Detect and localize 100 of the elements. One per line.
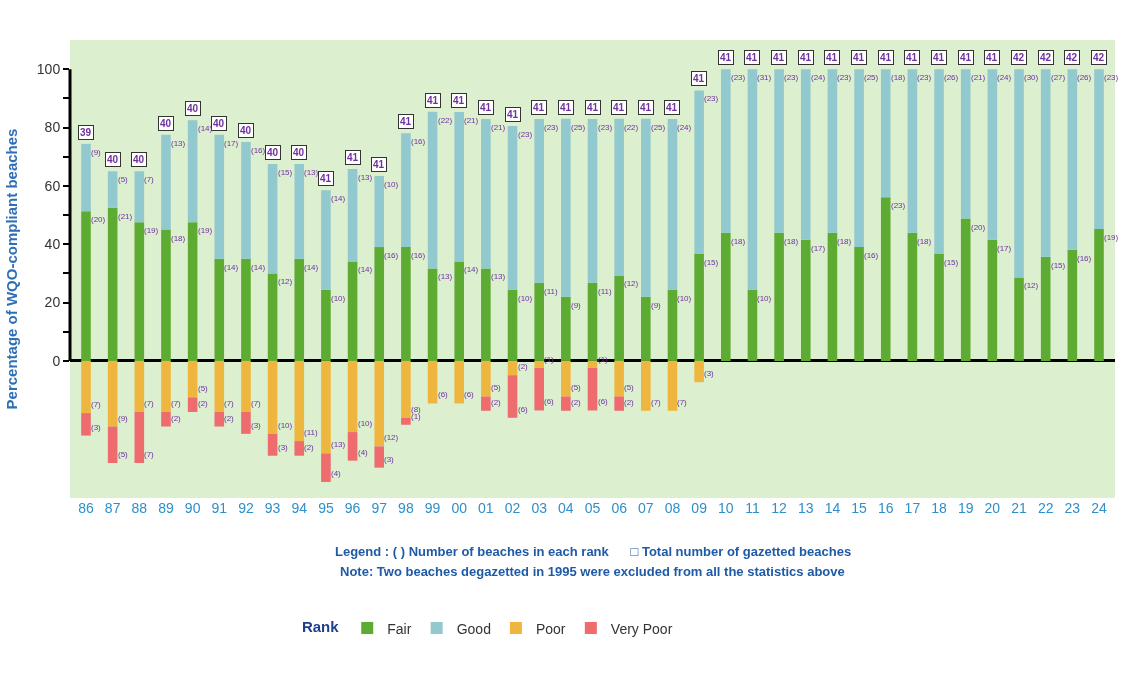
annotation: 41 [400,116,412,127]
y-axis-title: Percentage of WQO-compliant beaches [3,128,21,410]
annotation: 42 [1040,52,1052,63]
annotation: 41 [800,52,812,63]
annotation: (23) [518,130,533,139]
annotation: (12) [624,279,639,288]
bar [1067,249,1078,361]
annotation: (13) [491,272,506,281]
bar [827,232,838,361]
annotation: (13) [438,272,453,281]
x-tick-label: 02 [504,500,521,516]
bar [374,360,385,447]
y-tick-label: 40 [44,236,61,253]
bar [507,360,518,376]
annotation: (6) [518,405,529,414]
bar [107,426,118,463]
annotation: (19) [1104,233,1119,242]
x-tick-label: 16 [877,500,894,516]
x-tick-label: 14 [824,500,841,516]
annotation: (10) [757,294,772,303]
bar [347,432,358,461]
bar [587,367,598,411]
annotation: (2) [491,398,502,407]
annotation: 41 [373,159,385,170]
annotation: (11) [598,287,612,296]
bar [481,119,491,269]
annotation: (25) [864,73,879,82]
bar [561,118,571,297]
bar [294,441,305,456]
annotation: (18) [784,237,799,246]
annotation: (17) [997,244,1012,253]
y-tick-label: 0 [52,352,61,369]
bar [321,360,331,454]
bar [907,232,918,361]
annotation: (2) [304,443,315,452]
y-tick-label: 20 [44,294,61,311]
annotation: (5) [118,450,129,459]
annotation: 41 [640,102,652,113]
annotation: 41 [507,109,519,120]
bar [800,69,811,240]
x-tick-label: 00 [451,500,468,516]
legend-label: Fair [387,620,412,637]
annotation: 41 [453,95,465,106]
annotation: 40 [133,154,145,165]
x-tick-label: 13 [797,500,814,516]
x-tick-label: 92 [238,500,254,516]
text: Legend : ( ) Number of beaches in each rank □ Total number of gazetted beaches [335,544,852,559]
bar [667,360,678,411]
bar [321,453,331,482]
x-tick-label: 21 [1011,500,1028,516]
bar [641,296,651,361]
annotation: (10) [331,294,346,303]
annotation: (16) [251,146,266,155]
x-tick-label: 07 [638,500,654,516]
annotation: 41 [986,52,998,63]
bar [454,360,465,404]
bar [561,296,571,361]
annotation: (13) [304,168,319,177]
bar [161,360,171,412]
bar [667,119,678,290]
annotation: (23) [837,73,852,82]
annotation: (16) [411,137,426,146]
annotation: 41 [347,152,359,163]
annotation: (6) [438,390,449,399]
legend-label: Very Poor [610,620,673,637]
annotation: (14) [251,263,266,272]
annotation: 41 [880,52,892,63]
x-tick-label: 90 [184,500,201,516]
bar [614,118,624,276]
bar [187,120,198,223]
bar [81,413,91,436]
annotation: (7) [144,175,155,184]
annotation: 41 [826,52,838,63]
annotation: (24) [677,123,692,132]
annotation: (9) [91,148,102,157]
annotation: 40 [187,103,199,114]
bar [241,411,251,434]
annotation: (7) [171,399,182,408]
annotation: (22) [438,116,453,125]
bar [454,261,465,361]
annotation: 41 [666,102,678,113]
annotation: (18) [917,237,932,246]
annotation: (14) [358,265,373,274]
annotation: 41 [613,102,625,113]
bar [374,247,385,361]
bar [747,69,758,290]
annotation: (5) [118,175,129,184]
x-tick-label: 17 [904,500,921,516]
x-tick-label: 11 [745,500,760,516]
annotation: (12) [278,277,293,286]
annotation: (31) [757,73,772,82]
bar [880,69,891,198]
bar [347,261,358,361]
legend-label: Good [456,620,491,637]
annotation: 40 [160,118,172,129]
bar [401,133,411,248]
annotation: (4) [331,469,342,478]
annotation: (18) [891,73,906,82]
bar [960,218,971,361]
bar [187,397,198,412]
